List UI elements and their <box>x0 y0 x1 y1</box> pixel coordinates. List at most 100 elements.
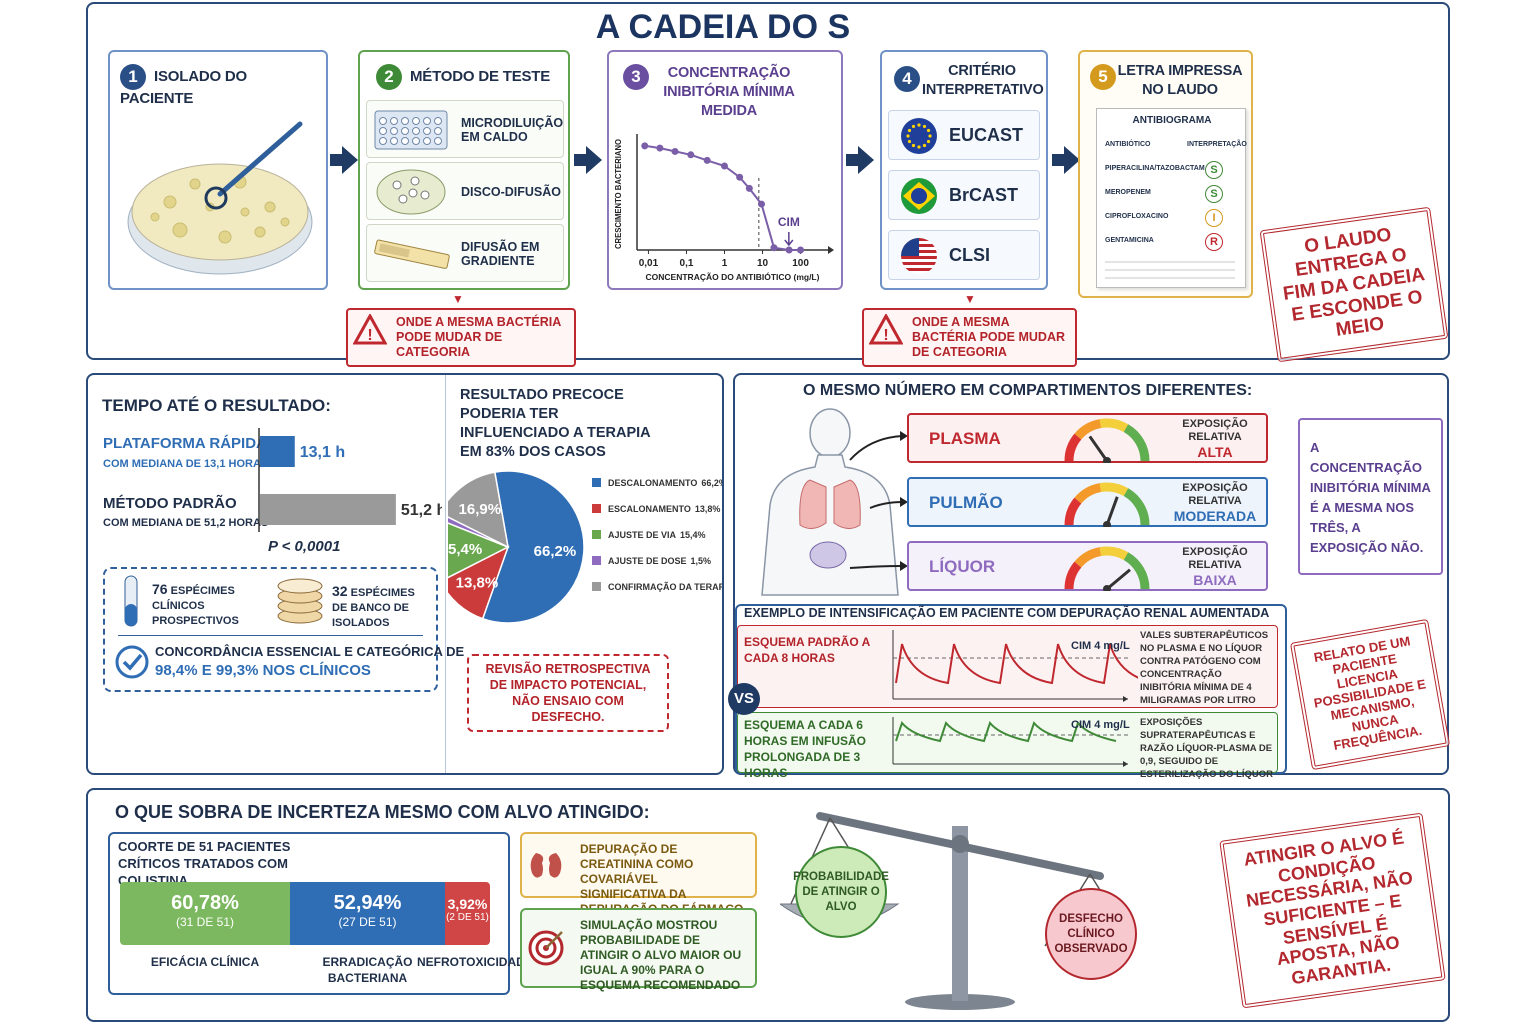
criterion-label: EUCAST <box>949 125 1024 145</box>
graphic <box>1064 561 1082 590</box>
warning-pointer: ▼ <box>964 292 976 306</box>
graphic <box>901 268 937 271</box>
legend-label: AJUSTE DE VIA 15,4% <box>608 530 706 540</box>
graphic <box>901 256 937 259</box>
specimen-count: 76 <box>152 581 168 597</box>
section-title: TEMPO ATÉ O RESULTADO: <box>102 396 331 415</box>
graphic <box>217 121 303 197</box>
report-drug: CIPROFLOXACINO <box>1105 213 1169 220</box>
pie-label: 15,4% <box>448 541 482 558</box>
legend-swatch <box>592 582 601 591</box>
legend-swatch <box>592 504 601 513</box>
pie-label: 66,2% <box>534 543 577 560</box>
step-title: CONCENTRAÇÃO INIBITÓRIA MÍNIMA MEDIDA <box>663 65 795 119</box>
graphic <box>172 222 188 238</box>
category-subtitle: COM MEDIANA DE 13,1 HORAS <box>103 458 269 470</box>
graphic <box>264 201 276 213</box>
graphic <box>922 143 927 148</box>
exposure: EXPOSIÇÃO RELATIVA ALTA <box>1171 418 1259 460</box>
curve-point <box>797 246 805 254</box>
report-line <box>1105 277 1235 279</box>
graphic <box>917 145 921 149</box>
graphic <box>131 163 309 261</box>
graphic <box>911 188 927 204</box>
graphic <box>434 137 442 145</box>
stamp: O LAUDO ENTREGA O FIM DA CADEIA E ESCOND… <box>1259 206 1449 363</box>
graphic <box>379 127 387 135</box>
outcome-count: (31 DE 51) <box>175 915 235 929</box>
graphic <box>410 176 420 186</box>
graphic <box>901 238 937 274</box>
legend-name: AJUSTE DE DOSE <box>608 556 687 566</box>
pie-chart: 66,2% 13,8% 15,4% 1,5% 16,9% DESCALONAMENTO 66… <box>448 470 722 624</box>
pie-label: 13,8% <box>456 574 499 591</box>
step-card: 5 LETRA IMPRESSA NO LAUDO ANTIBIOGRAMA AN… <box>1078 50 1253 298</box>
graphic <box>423 127 431 135</box>
graphic <box>1123 552 1150 590</box>
curve-point <box>785 246 793 254</box>
graphic <box>545 931 563 949</box>
curve-point <box>671 147 679 155</box>
method-label: DISCO-DIFUSÃO <box>461 185 561 199</box>
graphic <box>398 194 408 204</box>
warning: ONDE A MESMA BACTÉRIA PODE MUDAR DE CATE… <box>346 308 576 367</box>
graphic <box>907 139 912 144</box>
method-icon <box>376 169 446 215</box>
graphic <box>1074 547 1102 568</box>
graphic <box>1103 585 1111 591</box>
graphic <box>901 118 937 154</box>
step-number: 5 <box>1090 64 1116 90</box>
exposure-level: ALTA <box>1197 444 1233 460</box>
method-item: DISCO-DIFUSÃO <box>366 162 564 220</box>
graphic: 1 ISOLADO DO PACIENTE <box>120 64 320 108</box>
graphic <box>122 653 143 671</box>
warning-pointer: ▼ <box>452 292 464 306</box>
concordance-label: CONCORDÂNCIA ESSENCIAL E CATEGÓRICA DE <box>155 644 465 659</box>
graphic <box>869 314 903 345</box>
regimen: ESQUEMA A CADA 6 HORAS EM INFUSÃO PROLON… <box>737 712 1278 780</box>
graphic <box>277 578 323 594</box>
graphic <box>401 137 409 145</box>
time-bar-chart: 13,1 h 51,2 h <box>258 428 442 532</box>
step-number: 4 <box>894 66 920 92</box>
outcome-label: NEFROTOXICIDADE <box>417 955 533 969</box>
cohort-box <box>108 832 510 995</box>
graphic <box>1103 457 1111 463</box>
step-card: 2 MÉTODO DE TESTE MICRODILUIÇÃO EM CALDO D… <box>358 50 570 290</box>
bar <box>260 436 295 467</box>
graphic <box>926 128 931 133</box>
specimen-count: 32 <box>332 583 348 599</box>
concordance-values: 98,4% E 99,3% NOS CLÍNICOS <box>155 662 371 679</box>
category-subtitle: COM MEDIANA DE 51,2 HORAS <box>103 517 269 529</box>
graphic <box>895 643 1138 685</box>
curve-point <box>745 184 753 192</box>
curve-point <box>721 162 728 170</box>
x-tick-label: 0,1 <box>680 258 694 269</box>
legend-name: CONFIRMAÇÃO DA TERAPIA EMPÍRICA <box>608 582 722 592</box>
step-title: ISOLADO DO PACIENTE <box>120 68 248 107</box>
compartment: LÍQUOR EXPOSIÇÃO RELATIVA BAIXA <box>907 541 1268 591</box>
report-line <box>1105 261 1235 263</box>
curve-point <box>703 156 711 164</box>
pie-title: RESULTADO PRECOCE PODERIA TER INFLUENCIA… <box>460 387 651 460</box>
report-title: ANTIBIOGRAMA <box>1132 115 1212 126</box>
graphic <box>900 431 908 441</box>
curve <box>644 144 801 251</box>
legend-swatch <box>592 478 601 487</box>
graphic <box>1074 419 1102 440</box>
graphic <box>434 117 442 125</box>
method-icon <box>374 110 448 150</box>
curve-point <box>687 151 695 159</box>
graphic: 4 <box>894 66 928 92</box>
graphic <box>905 994 1015 1010</box>
pie-slice <box>448 522 510 579</box>
exposure: EXPOSIÇÃO RELATIVA MODERADA <box>1171 482 1259 524</box>
bar <box>260 494 396 525</box>
graphic <box>761 408 899 596</box>
graphic <box>115 645 149 679</box>
graphic <box>1105 496 1119 526</box>
graphic <box>1106 568 1131 591</box>
graphic <box>917 123 921 127</box>
graphic <box>150 212 160 222</box>
graphic <box>434 127 442 135</box>
